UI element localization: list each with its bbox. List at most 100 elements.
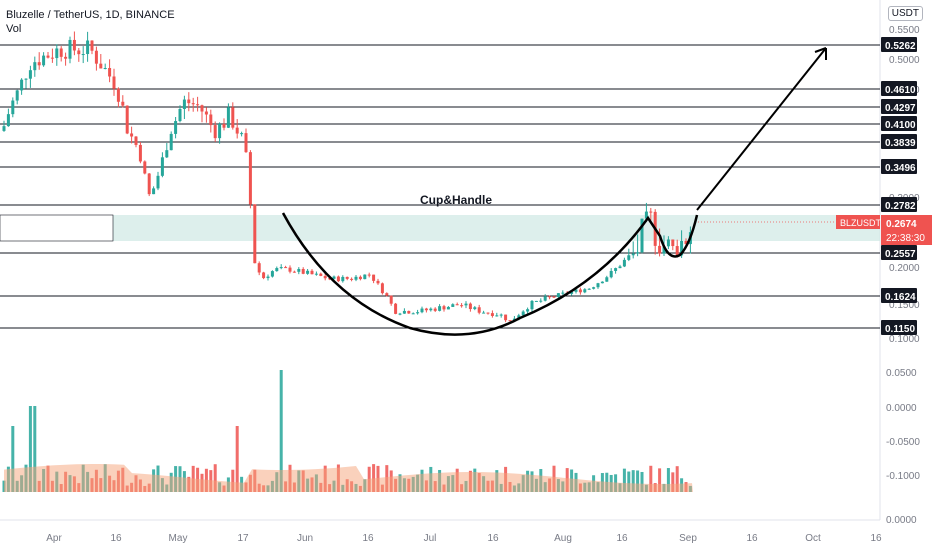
candle: [548, 296, 552, 298]
candle: [380, 283, 384, 294]
candle: [358, 276, 362, 280]
candle: [37, 62, 41, 66]
candle: [671, 239, 675, 247]
volume-tick-label: -0.0500: [886, 437, 920, 448]
volume-tick-label: 0.0000: [886, 515, 917, 526]
price-tick-label: 0.5500: [889, 25, 920, 36]
candle: [587, 288, 591, 290]
candle: [482, 312, 486, 314]
candle: [354, 276, 358, 280]
time-tick-label: Jul: [424, 533, 437, 544]
candle: [658, 245, 662, 254]
candle: [288, 267, 292, 272]
candle: [609, 270, 613, 278]
candle: [204, 111, 208, 115]
candle: [363, 274, 367, 280]
candle: [270, 271, 274, 277]
level-label: 0.2782: [885, 201, 916, 212]
candle: [319, 273, 323, 276]
candle: [99, 63, 103, 69]
candle: [297, 268, 301, 272]
candle: [103, 67, 107, 69]
candle: [666, 239, 670, 247]
candle: [2, 126, 6, 131]
candle: [213, 125, 217, 139]
candle: [244, 133, 248, 153]
candle: [385, 293, 389, 296]
candle: [521, 311, 525, 316]
candle: [64, 56, 68, 59]
candle: [15, 90, 19, 101]
candle: [605, 277, 609, 282]
candle: [275, 268, 279, 272]
candle: [152, 188, 156, 195]
symbol-tag: [836, 215, 880, 229]
candle: [433, 308, 437, 311]
candle: [534, 300, 538, 302]
time-tick-label: 17: [237, 533, 249, 544]
candle: [90, 40, 94, 51]
candle: [644, 211, 648, 219]
candle: [112, 76, 116, 89]
candle: [314, 273, 318, 275]
volume-bar: [28, 406, 32, 492]
candle: [464, 303, 468, 306]
candle: [218, 123, 222, 139]
volume-bar: [658, 468, 662, 492]
volume-bar: [649, 465, 653, 492]
candle: [284, 267, 288, 269]
zone-left-box: [0, 214, 114, 242]
candle: [77, 50, 81, 55]
candle: [460, 305, 464, 307]
volume-bar: [33, 406, 37, 492]
candle: [266, 276, 270, 279]
candle: [42, 55, 46, 66]
candle: [446, 306, 450, 310]
candle: [614, 268, 618, 271]
candle: [350, 278, 354, 280]
candle: [526, 309, 530, 312]
level-label-box: [881, 320, 917, 335]
candle: [662, 246, 666, 254]
candle: [684, 240, 688, 245]
level-label-box: [881, 81, 917, 96]
level-label-box: [881, 245, 917, 260]
level-label-box: [881, 197, 917, 212]
candle: [675, 246, 679, 256]
candle: [279, 267, 283, 269]
price-tick-label: 0.2000: [889, 263, 920, 274]
candle: [143, 161, 147, 174]
candles: [2, 31, 692, 323]
candle: [596, 283, 600, 288]
cup-handle-curve: [281, 212, 699, 336]
volume-bar: [675, 466, 679, 492]
candle: [187, 99, 191, 104]
candle: [490, 313, 494, 316]
level-label: 0.4297: [885, 103, 916, 114]
currency-button[interactable]: USDT: [887, 6, 923, 21]
candle: [116, 88, 120, 102]
candle: [424, 308, 428, 311]
candle: [583, 289, 587, 293]
candle: [72, 39, 76, 51]
candle: [191, 103, 195, 105]
candle: [543, 296, 547, 301]
price-tick-label: 0.5000: [889, 55, 920, 66]
candle: [539, 300, 543, 302]
candle: [121, 101, 125, 106]
candle: [345, 276, 349, 279]
candle: [332, 276, 336, 279]
candle: [376, 280, 380, 284]
candle: [495, 315, 499, 317]
candle: [59, 48, 63, 57]
candle: [257, 263, 261, 273]
candle: [627, 255, 631, 260]
level-label: 0.1624: [885, 292, 916, 303]
candle: [649, 211, 653, 213]
level-label: 0.2557: [885, 249, 916, 260]
candle: [411, 313, 415, 315]
candle: [429, 308, 433, 311]
level-label-box: [881, 159, 917, 174]
volume-ma-area: [4, 464, 693, 492]
